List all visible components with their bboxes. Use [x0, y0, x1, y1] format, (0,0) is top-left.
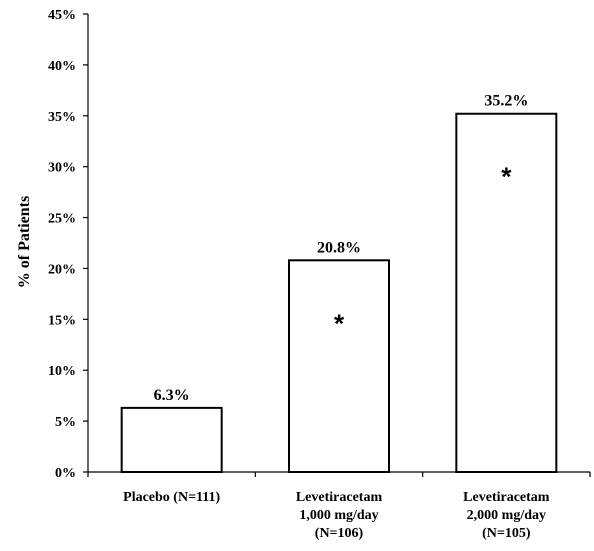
x-tick-label-line: (N=106)	[315, 526, 364, 541]
y-tick-label: 10%	[48, 364, 76, 379]
significance-marker: *	[501, 162, 512, 192]
x-tick-label: Levetiracetam 2,000 mg/day (N=105)	[463, 490, 550, 541]
y-tick-label: 30%	[48, 161, 76, 176]
bar	[288, 259, 390, 473]
y-tick-label: 35%	[48, 110, 76, 125]
significance-marker: *	[334, 308, 345, 338]
y-tick-label: 40%	[48, 59, 76, 74]
bar	[120, 406, 223, 474]
data-label: 35.2%	[484, 93, 528, 110]
x-tick-label-line: Placebo (N=111)	[123, 490, 220, 505]
x-tick-label-line: Levetiracetam	[296, 490, 383, 505]
x-tick-label: Placebo (N=111)	[123, 490, 220, 505]
data-label: 6.3%	[154, 387, 190, 404]
y-tick-label: 25%	[48, 212, 76, 227]
data-label: 20.8%	[317, 239, 361, 256]
data-labels: 6.3% 20.8% * 35.2% *	[154, 93, 529, 404]
x-tick-label-line: Levetiracetam	[463, 490, 550, 505]
x-tick-label-line: 2,000 mg/day	[467, 508, 546, 523]
y-tick-label: 15%	[48, 313, 76, 328]
x-tick-label-line: (N=105)	[482, 526, 531, 541]
y-tick-label: 20%	[48, 262, 76, 277]
y-tick-label: 0%	[55, 466, 76, 481]
x-axis: Placebo (N=111) Levetiracetam 1,000 mg/day…	[87, 471, 591, 541]
bars	[120, 112, 558, 474]
x-tick-label-line: 1,000 mg/day	[299, 508, 378, 523]
y-tick-label: 45%	[48, 8, 76, 23]
y-axis: 0% 5% 10% 15% 20% 25% 30% 35% 40% 45%	[48, 8, 89, 481]
bar	[455, 112, 558, 474]
x-tick-label: Levetiracetam 1,000 mg/day (N=106)	[296, 490, 383, 541]
y-tick-label: 5%	[55, 415, 76, 430]
y-axis-label: % of Patients	[16, 196, 33, 288]
